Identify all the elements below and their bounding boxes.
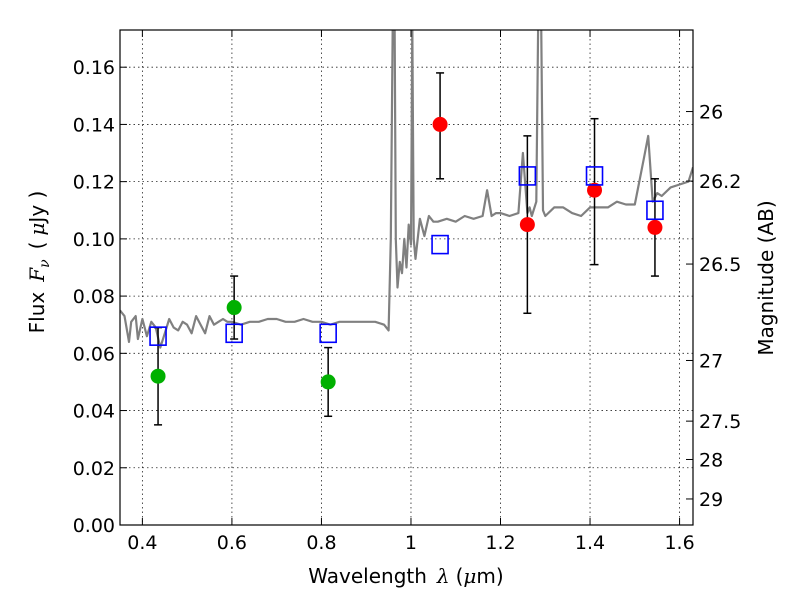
x-tick-label: 1.2 (485, 532, 515, 554)
x-tick-label: 0.4 (127, 532, 157, 554)
data-point-square (319, 323, 337, 344)
x-axis-title: Wavelength λ (μm) (308, 564, 503, 588)
y-tick-label: 0.08 (73, 286, 115, 308)
spectrum-layer (120, 30, 693, 349)
data-point-circle (587, 182, 603, 198)
mag-tick-label: 27 (699, 350, 723, 372)
data-point-square (149, 326, 167, 346)
data-point-circle (519, 217, 535, 233)
data-point-square (225, 323, 243, 344)
data-point-square (431, 234, 449, 255)
data-point-circle (150, 368, 166, 384)
y-tick-label: 0.00 (73, 515, 115, 537)
data-point-square (646, 200, 664, 221)
data-point-square (585, 166, 604, 186)
y-tick-label: 0.02 (73, 458, 115, 480)
plot-frame (119, 29, 694, 526)
data-point-circle (432, 116, 448, 132)
x-tick-label: 1.6 (664, 532, 694, 554)
y-tick-label: 0.12 (73, 172, 115, 194)
mag-tick-label: 29 (699, 489, 723, 511)
mag-tick-label: 28 (699, 449, 723, 471)
y-tick-label: 0.14 (73, 114, 115, 136)
marker-layer (149, 116, 664, 390)
tick-layer: 0.4 0.6 0.8 1 1.2 1.4 1.6 0.00 0.02 0.04 0.06 0.08 0… (73, 30, 741, 554)
y-tick-label: 0.04 (73, 401, 115, 423)
mag-tick-label: 26 (699, 102, 723, 124)
y-tick-label: 0.16 (73, 57, 115, 79)
mag-tick-label: 26.5 (699, 254, 741, 276)
model-spectrum-line (120, 30, 693, 349)
y-axis-title: FluxFν(μJy ) (25, 191, 53, 334)
x-tick-label: 0.6 (217, 532, 247, 554)
data-point-square (518, 166, 537, 186)
data-point-circle (647, 219, 663, 235)
x-tick-label: 0.8 (306, 532, 336, 554)
y-tick-label: 0.06 (73, 343, 115, 365)
data-point-circle (226, 300, 242, 316)
data-point-circle (320, 374, 336, 390)
y-tick-label: 0.10 (73, 229, 115, 251)
mag-tick-label: 27.5 (699, 411, 741, 433)
mag-tick-label: 26.2 (699, 171, 741, 193)
y2-axis-title: Magnitude (AB) (754, 200, 778, 355)
x-tick-label: 1.4 (575, 532, 605, 554)
x-tick-label: 1 (405, 532, 417, 554)
